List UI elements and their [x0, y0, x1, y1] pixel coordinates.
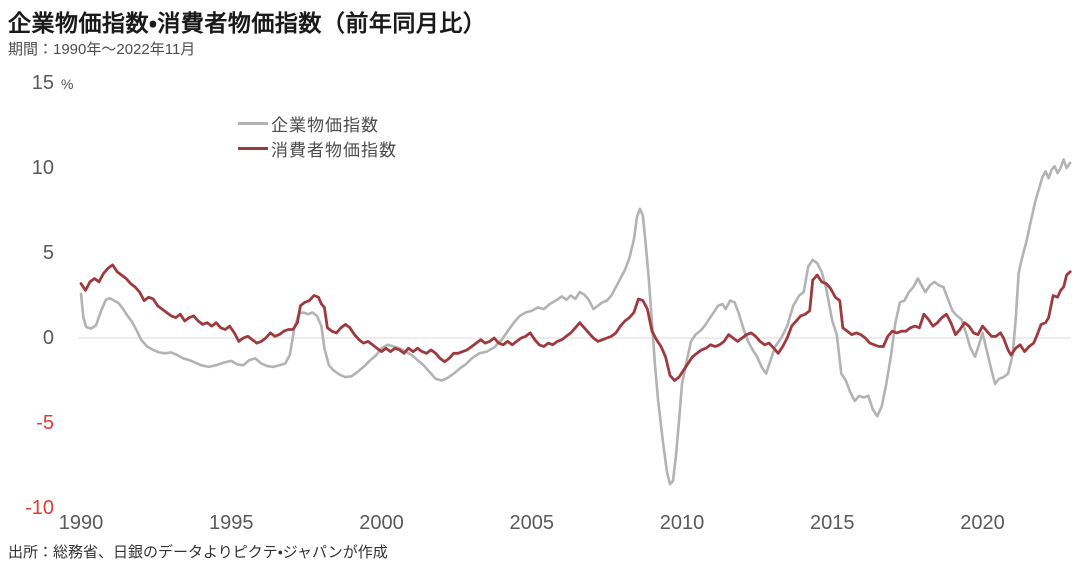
y-axis-unit-label: % [61, 76, 74, 92]
x-tick-label: 2010 [659, 512, 705, 534]
y-tick-label: -5 [36, 412, 54, 434]
y-tick-label: 0 [42, 327, 54, 349]
y-tick-label: 5 [42, 242, 54, 264]
y-tick-label: -10 [25, 497, 54, 519]
cpi-line-swatch [238, 147, 268, 150]
legend: 企業物価指数 消費者物価指数 [238, 111, 397, 161]
x-tick-label: 1995 [209, 512, 254, 534]
x-tick-label: 2020 [960, 512, 1005, 534]
legend-item-cgpi: 企業物価指数 [238, 111, 397, 136]
cgpi-line [79, 158, 1072, 486]
x-tick-label: 2015 [810, 512, 855, 534]
y-tick-label: 10 [31, 157, 54, 179]
legend-item-cpi: 消費者物価指数 [238, 136, 397, 161]
cpi-line [79, 263, 1072, 382]
x-tick-label: 1990 [58, 512, 104, 534]
y-tick-label: 15 [31, 72, 54, 94]
legend-label-cpi: 消費者物価指数 [271, 141, 397, 160]
x-tick-label: 2000 [359, 512, 404, 534]
cgpi-line-swatch [238, 122, 268, 125]
chart-period-subtitle: 期間：1990年～2022年11月 [8, 41, 196, 58]
x-tick-label: 2005 [509, 512, 555, 534]
chart-title: 企業物価指数・消費者物価指数（前年同月比） [8, 10, 487, 36]
legend-label-cgpi: 企業物価指数 [271, 116, 379, 135]
source-note: 出所：総務省、日銀のデータよりピクテ・ジャパンが作成 [8, 544, 388, 561]
